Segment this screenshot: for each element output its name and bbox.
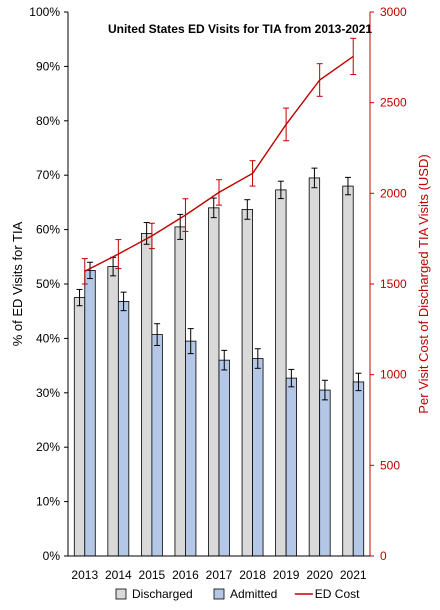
x-tick-label: 2021: [340, 568, 367, 582]
y2-tick-label: 0: [380, 549, 387, 563]
bar-discharged-2016: [174, 226, 186, 557]
bar-discharged-2019: [275, 189, 287, 557]
legend-label-discharged: Discharged: [132, 587, 193, 601]
y2-tick-label: 2500: [380, 96, 407, 110]
y-tick-label: 40%: [36, 331, 60, 345]
y-tick-label: 30%: [36, 386, 60, 400]
y2-tick-label: 3000: [380, 5, 407, 19]
axes-layer: 0% 10% 20% 30% 40% 50% 60% 70% 80% 90% 100% 0 500 100…: [29, 5, 407, 582]
bar-admitted-2015: [151, 334, 163, 557]
legend-swatch-discharged: [115, 588, 127, 600]
bar-admitted-2021: [352, 381, 365, 557]
x-tick-label: 2013: [71, 568, 98, 582]
bar-admitted-2017: [218, 359, 230, 557]
x-tick-label: 2018: [239, 568, 266, 582]
legend-label-admitted: Admitted: [230, 587, 277, 601]
line-layer: [81, 37, 357, 285]
legend-swatch-admitted: [213, 588, 225, 600]
x-tick-label: 2016: [172, 568, 199, 582]
bar-discharged-2013: [73, 297, 86, 557]
bar-admitted-2018: [252, 358, 264, 557]
bar-admitted-2016: [185, 340, 197, 557]
legend: Discharged Admitted ED Cost: [115, 587, 360, 601]
y-tick-label: 70%: [36, 168, 60, 182]
chart-title: United States ED Visits for TIA from 201…: [108, 22, 372, 36]
bars-layer: [73, 167, 365, 557]
bar-discharged-2017: [208, 207, 220, 557]
y-tick-label: 10%: [36, 495, 60, 509]
y2-tick-label: 1500: [380, 277, 407, 291]
x-tick-label: 2017: [206, 568, 233, 582]
x-tick-label: 2019: [273, 568, 300, 582]
y-tick-label: 0%: [43, 549, 61, 563]
y-tick-label: 80%: [36, 114, 60, 128]
bar-admitted-2014: [117, 301, 130, 557]
y2-tick-label: 2000: [380, 186, 407, 200]
bar-admitted-2020: [319, 389, 331, 557]
x-tick-label: 2015: [139, 568, 166, 582]
y-tick-label: 20%: [36, 440, 60, 454]
y2-axis-label: Per Visit Cost of Discharged TIA Visits …: [416, 154, 431, 413]
bar-discharged-2021: [342, 185, 354, 557]
bar-discharged-2020: [308, 177, 321, 557]
bar-discharged-2015: [140, 233, 153, 557]
y-tick-label: 100%: [29, 5, 60, 19]
y2-tick-label: 1000: [380, 368, 407, 382]
bar-admitted-2013: [84, 269, 96, 557]
bar-admitted-2019: [285, 377, 298, 557]
y2-tick-label: 500: [380, 458, 400, 472]
y-tick-label: 90%: [36, 59, 60, 73]
y-tick-label: 60%: [36, 223, 60, 237]
legend-label-ed-cost: ED Cost: [315, 587, 360, 601]
bar-discharged-2018: [241, 209, 253, 557]
x-tick-label: 2020: [306, 568, 333, 582]
y-axis-label: % of ED Visits for TIA: [10, 221, 25, 346]
bar-discharged-2014: [107, 266, 119, 557]
x-tick-label: 2014: [105, 568, 132, 582]
y-tick-label: 50%: [36, 277, 60, 291]
